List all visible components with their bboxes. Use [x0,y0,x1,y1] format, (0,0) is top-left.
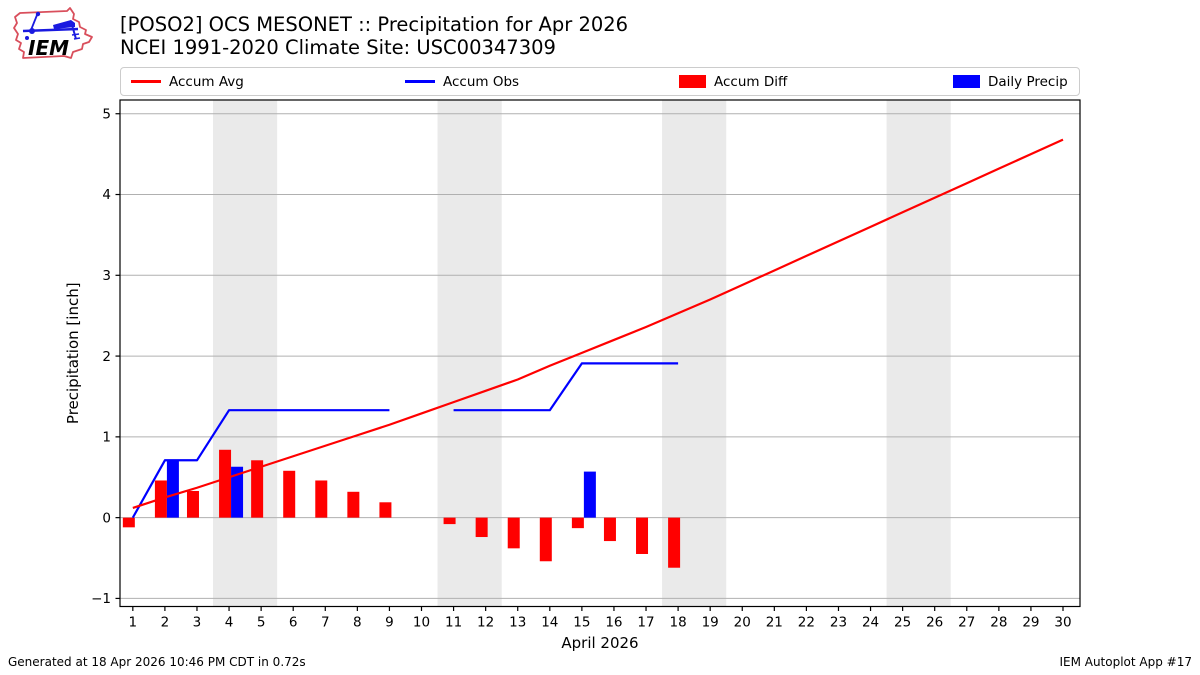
x-tick-label-15: 15 [573,615,590,631]
accum-diff-bar-day-15 [571,517,584,529]
weekend-band [437,100,502,607]
plot-frame [119,99,1081,608]
x-tick-label-21: 21 [766,615,783,631]
y-tick-label-1: 1 [102,430,111,446]
iem-logo-graphic: IEM [13,7,93,60]
accum-diff-bar-day-12 [475,517,488,538]
legend-label: Daily Precip [988,73,1068,90]
x-tick-label-30: 30 [1054,615,1071,631]
accum-diff-bar-day-6 [283,470,296,518]
y-axis-label: Precipitation [inch] [64,282,82,424]
x-tick-label-24: 24 [862,615,879,631]
app-credit: IEM Autoplot App #17 [1059,655,1192,669]
y-tick-label-0: 0 [102,510,111,526]
x-tick-label-10: 10 [413,615,430,631]
legend-label: Accum Obs [443,73,520,90]
x-tick-label-13: 13 [509,615,526,631]
x-tick-label-28: 28 [990,615,1007,631]
x-tick-label-9: 9 [385,615,394,631]
page-title: [POSO2] OCS MESONET :: Precipitation for… [120,13,628,59]
accum-diff-bar-day-11 [443,517,456,525]
y-tick-label-2: 2 [102,349,111,365]
accum-diff-bar-day-1 [122,517,135,528]
x-tick-label-18: 18 [670,615,687,631]
legend-patch-sample-3 [953,75,980,88]
accum-diff-bar-day-7 [315,480,328,518]
x-tick-label-11: 11 [445,615,462,631]
x-tick-label-14: 14 [541,615,558,631]
y-tick-label--1: −1 [91,591,111,607]
x-tick-label-6: 6 [289,615,298,631]
y-tick-label-3: 3 [102,268,111,284]
legend-patch-sample-2 [679,75,706,88]
accum-obs-line-segment-2 [453,362,679,412]
legend-label: Accum Diff [714,73,788,90]
axes: 1 2 3 4 5 6 7 8 9 10 11 12 13 14 15 16 17 18 19 20 21 22 23 24 2… [64,99,1081,652]
x-tick-label-12: 12 [477,615,494,631]
legend-item-accum-diff: Accum Diff [679,68,787,95]
x-tick-label-16: 16 [605,615,622,631]
accum-diff-bar-day-17 [636,517,649,554]
x-tick-label-29: 29 [1022,615,1039,631]
accum-diff-bar-day-18 [668,517,681,568]
accum-diff-bar-day-9 [379,502,392,518]
legend-item-daily-precip: Daily Precip [953,68,1068,95]
daily-precip-bar-day-15 [583,471,596,518]
iem-logo: IEM [8,6,100,68]
x-tick-label-1: 1 [129,615,138,631]
weekend-shading [213,100,951,607]
x-tick-label-3: 3 [193,615,202,631]
x-tick-label-8: 8 [353,615,362,631]
accum-diff-bar-day-5 [251,460,264,518]
x-axis-label: April 2026 [561,634,638,652]
accum-diff-bar-day-3 [186,490,199,518]
legend-line-sample-1 [405,80,435,83]
legend-label: Accum Avg [169,73,244,90]
generated-timestamp: Generated at 18 Apr 2026 10:46 PM CDT in… [8,655,306,669]
x-tick-label-5: 5 [257,615,266,631]
bar-series [122,449,681,568]
y-tick-label-4: 4 [102,187,111,203]
x-tick-label-25: 25 [894,615,911,631]
iowa-outline-icon [13,7,93,59]
accum-diff-bar-day-16 [603,517,616,542]
title-line-1: [POSO2] OCS MESONET :: Precipitation for… [120,13,629,36]
x-tick-label-27: 27 [958,615,975,631]
title-line-2: NCEI 1991-2020 Climate Site: USC00347309 [120,36,556,59]
weekend-band [886,100,951,607]
accum-diff-bar-day-8 [347,491,360,518]
x-tick-label-2: 2 [161,615,170,631]
x-tick-label-20: 20 [734,615,751,631]
y-tick-label-5: 5 [102,106,111,122]
weather-vane-icon [22,11,81,40]
line-series [131,138,1064,519]
accum-avg-line [132,138,1064,509]
legend-item-accum-avg: Accum Avg [131,68,244,95]
x-tick-label-22: 22 [798,615,815,631]
daily-precip-bar-day-2 [166,460,179,518]
accum-diff-bar-day-14 [539,517,552,562]
gridlines [120,113,1080,599]
legend-line-sample-0 [131,80,161,83]
x-tick-label-19: 19 [702,615,719,631]
legend-item-accum-obs: Accum Obs [405,68,519,95]
weekend-band [213,100,278,607]
accum-diff-bar-day-13 [507,517,520,549]
x-tick-label-17: 17 [637,615,654,631]
x-tick-label-7: 7 [321,615,330,631]
x-tick-label-26: 26 [926,615,943,631]
x-tick-label-23: 23 [830,615,847,631]
accum-obs-line-segment-1 [131,409,390,519]
x-tick-label-4: 4 [225,615,234,631]
daily-precip-bar-day-4 [231,466,244,518]
accum-diff-bar-day-4 [219,449,232,518]
chart-legend: Accum Avg Accum Obs Accum Diff Daily Precip [120,67,1080,96]
iem-logo-text: IEM [28,36,69,60]
